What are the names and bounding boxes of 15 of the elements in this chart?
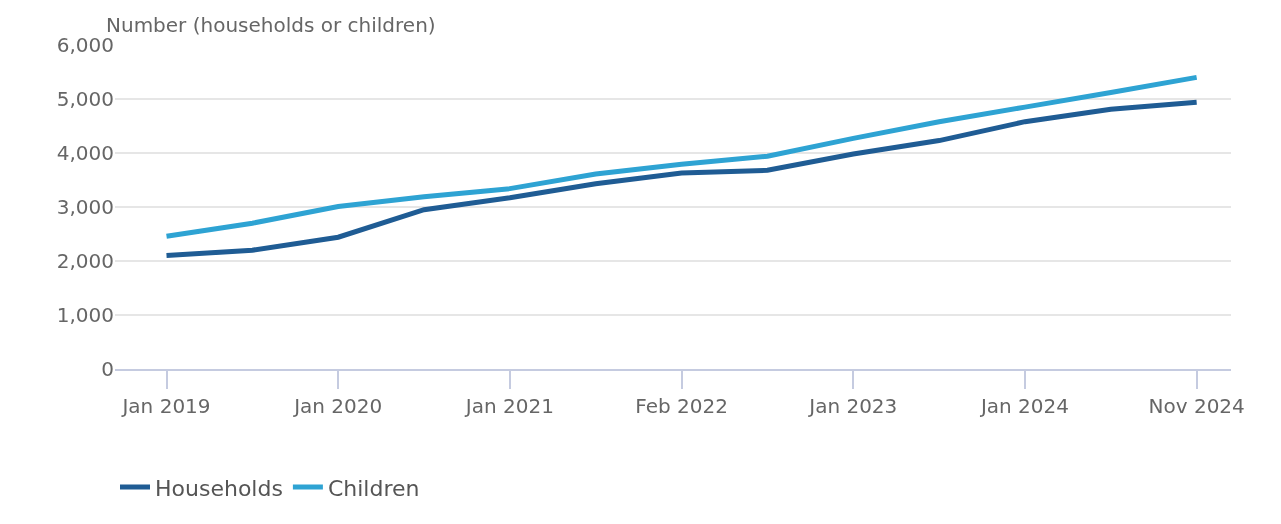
y-tick-label: 1,000 [56, 303, 114, 327]
y-tick-label: 4,000 [56, 141, 114, 165]
x-tick-label: Jan 2024 [978, 394, 1070, 418]
x-tick-label: Nov 2024 [1148, 394, 1245, 418]
x-tick-label: Jan 2019 [120, 394, 211, 418]
x-tick-label: Feb 2022 [635, 394, 728, 418]
y-tick-label: 5,000 [56, 87, 114, 111]
y-tick-label: 2,000 [56, 249, 114, 273]
legend-label: Households [155, 475, 283, 501]
y-tick-label: 3,000 [56, 195, 114, 219]
x-tick-label: Jan 2020 [292, 394, 383, 418]
x-tick-label: Jan 2023 [807, 394, 898, 418]
legend-label: Children [327, 475, 420, 501]
y-tick-label: 0 [101, 357, 114, 381]
x-tick-label: Jan 2021 [463, 394, 554, 418]
